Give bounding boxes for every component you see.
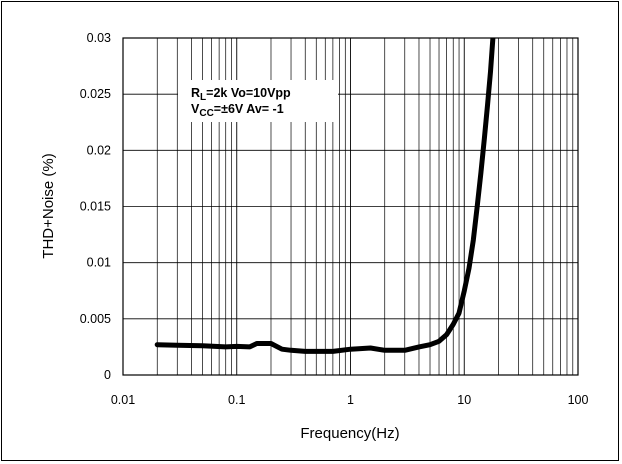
series-line	[154, 38, 496, 354]
x-axis-label: Frequency(Hz)	[300, 425, 399, 442]
x-tick-label: 0.01	[111, 393, 135, 407]
annotation-line-2: VCC=±6V Av= -1	[191, 102, 284, 119]
series-layer	[154, 38, 496, 354]
annotation-line-1: RL=2k Vo=10Vpp	[191, 86, 291, 103]
x-tick-label: 1	[347, 393, 354, 407]
annotation-line-2-part-1: V	[191, 102, 200, 116]
annotation-line-1-subscript: L	[200, 92, 206, 103]
x-tick-label: 100	[568, 393, 589, 407]
annotation-line-2-subscript: CC	[199, 108, 213, 119]
x-tick-label: 10	[457, 393, 471, 407]
y-axis-label: THD+Noise (%)	[40, 153, 57, 258]
y-tick-label: 0.005	[80, 312, 111, 326]
annotation-background	[178, 80, 338, 122]
y-tick-label: 0	[104, 368, 111, 382]
y-tick-label: 0.025	[80, 87, 111, 101]
y-tick-label: 0.01	[87, 256, 111, 270]
x-tick-label: 0.1	[228, 393, 245, 407]
plot-area-border	[122, 37, 579, 376]
y-tick-label: 0.015	[80, 200, 111, 214]
annotation-line-1-part-2: =2k Vo=10Vpp	[206, 86, 291, 100]
y-tick-label: 0.03	[87, 31, 111, 45]
y-tick-labels: 0 0.005 0.01 0.015 0.02 0.025 0.03	[80, 31, 111, 382]
x-tick-labels: 0.01 0.1 1 10 100	[111, 393, 589, 407]
conditions-annotation: RL=2k Vo=10Vpp VCC=±6V Av= -1	[178, 80, 338, 122]
annotation-line-2-part-2: =±6V Av= -1	[214, 102, 284, 116]
y-tick-label: 0.02	[87, 143, 111, 157]
annotation-line-1-part-1: R	[191, 86, 200, 100]
